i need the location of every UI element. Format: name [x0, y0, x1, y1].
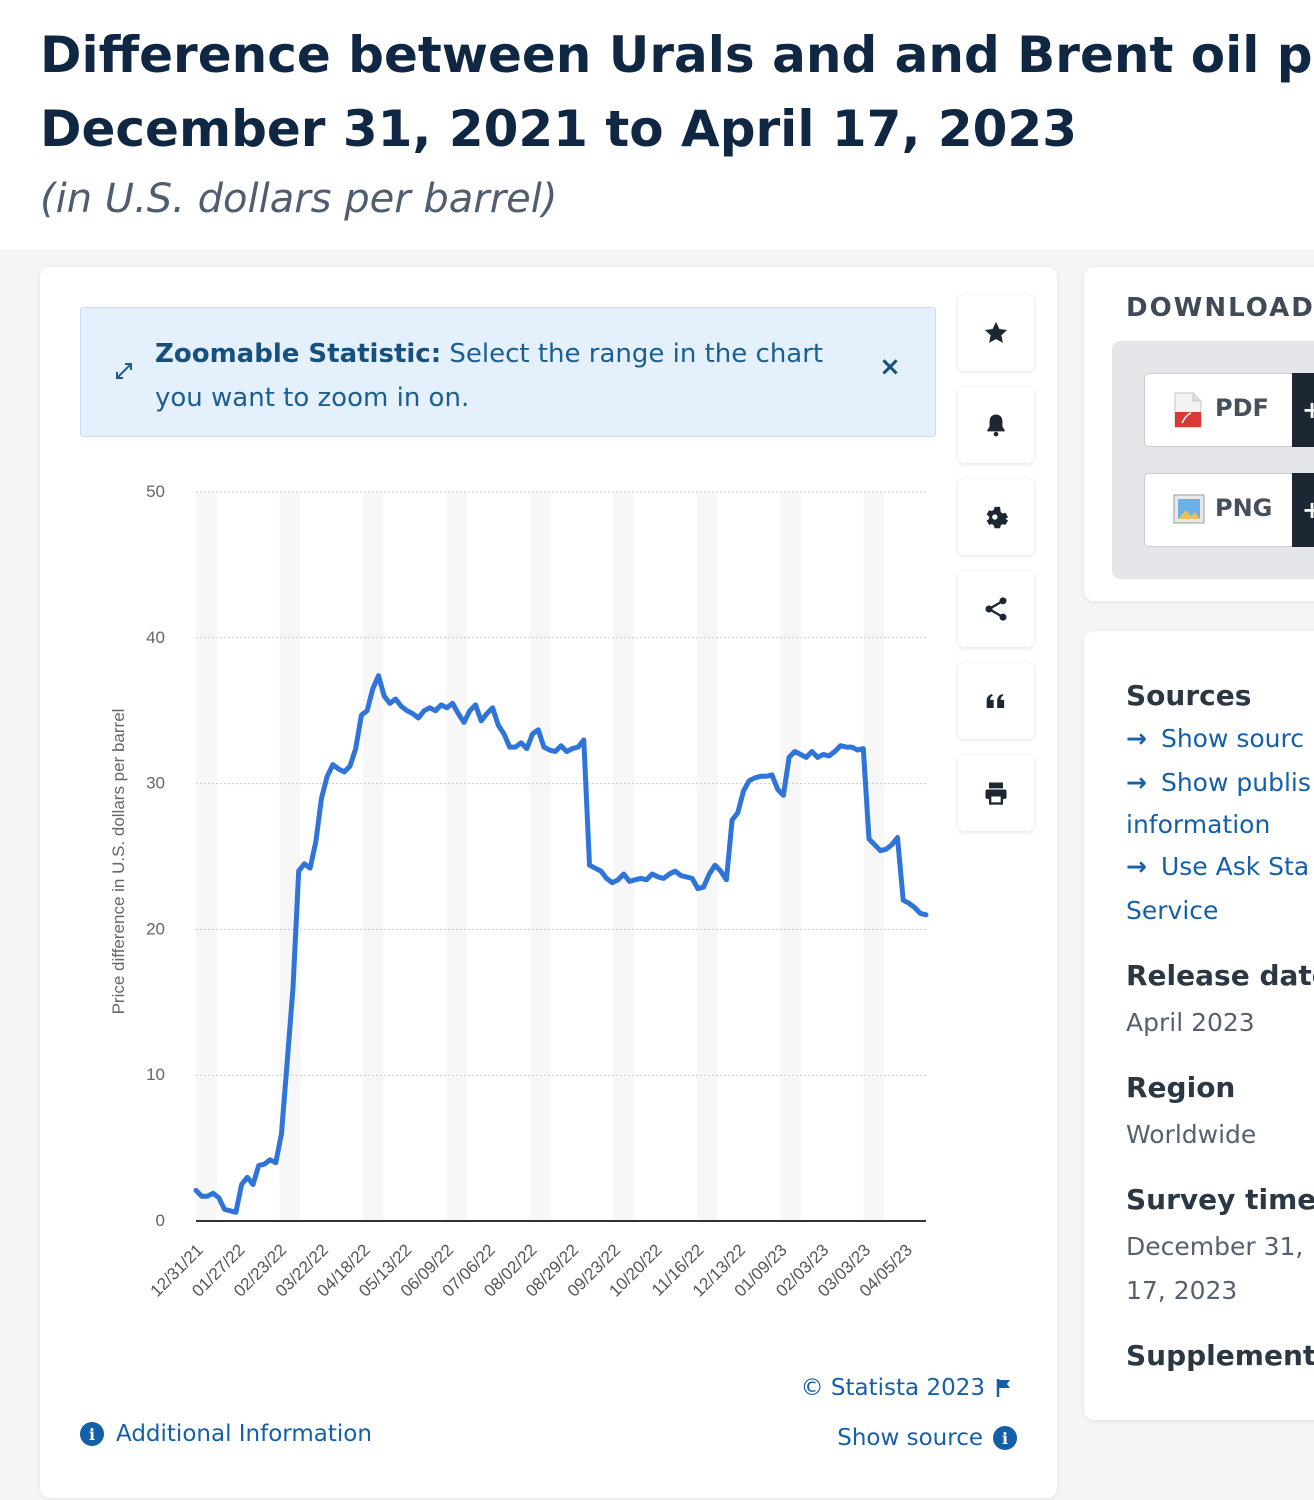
pdf-file-icon: [1174, 392, 1202, 428]
ask-statista-text: Use Ask Sta: [1160, 852, 1310, 881]
download-pdf-button[interactable]: PDF: [1144, 373, 1314, 447]
notification-button[interactable]: [958, 387, 1034, 463]
show-source-text: Show source: [837, 1425, 983, 1451]
survey-time-heading: Survey time: [1126, 1183, 1314, 1216]
additional-information-text: Additional Information: [116, 1421, 372, 1447]
download-title: DOWNLOAD: [1126, 293, 1314, 323]
release-date-heading: Release date: [1126, 959, 1314, 992]
print-button[interactable]: [958, 755, 1034, 831]
info-icon: i: [80, 1422, 104, 1446]
title-line-2: December 31, 2021 to April 17, 2023: [40, 100, 1078, 158]
chart-band: [446, 492, 468, 1221]
supplementary-heading: Supplementa: [1126, 1339, 1314, 1372]
show-source-link-side[interactable]: → Show sourc: [1126, 719, 1304, 759]
share-icon: [985, 597, 1007, 621]
zoom-notice-body: Select the range in the chart you want t…: [155, 339, 824, 413]
chart-band: [196, 492, 217, 1221]
survey-time-value-2: 17, 2023: [1126, 1276, 1238, 1305]
y-tick-label: 40: [146, 628, 165, 647]
show-source-side-text: Show sourc: [1160, 724, 1304, 753]
y-tick-label: 20: [146, 919, 165, 938]
quote-icon: [986, 694, 1005, 708]
zoom-notice-text: Zoomable Statistic: Select the range in …: [155, 332, 855, 420]
region-value: Worldwide: [1126, 1120, 1257, 1149]
pdf-label: PDF: [1215, 394, 1269, 422]
cite-button[interactable]: [958, 663, 1034, 739]
chart-band: [362, 492, 384, 1221]
zoom-notice-bold: Zoomable Statistic:: [155, 339, 442, 369]
arrow-right-icon: →: [1126, 768, 1147, 797]
show-source-link[interactable]: Show source i: [837, 1425, 1017, 1451]
survey-time-value-1: December 31,: [1126, 1232, 1304, 1261]
arrow-right-icon: →: [1126, 724, 1147, 753]
y-tick-label: 10: [146, 1065, 165, 1084]
page-title: Difference between Urals and and Brent o…: [40, 18, 1314, 166]
arrow-right-icon: →: [1126, 852, 1147, 881]
chart-band: [613, 492, 634, 1221]
bell-icon: [987, 414, 1005, 437]
show-publisher-text: Show publis: [1160, 768, 1311, 797]
print-icon: [985, 782, 1007, 805]
statista-copyright[interactable]: © Statista 2023: [801, 1375, 1013, 1401]
image-file-icon: [1173, 494, 1205, 524]
chart-band: [696, 492, 718, 1221]
zoom-notice: Zoomable Statistic: Select the range in …: [80, 307, 936, 437]
favorite-button[interactable]: [958, 295, 1034, 371]
y-axis-label: Price difference in U.S. dollars per bar…: [109, 709, 128, 1015]
title-line-1: Difference between Urals and and Brent o…: [40, 26, 1314, 84]
release-date-value: April 2023: [1126, 1008, 1255, 1037]
show-publisher-link-cont[interactable]: information: [1126, 810, 1271, 839]
png-label: PNG: [1215, 494, 1273, 522]
share-button[interactable]: [958, 571, 1034, 647]
statistic-info-card: Sources → Show sourc → Show publis informa…: [1084, 631, 1314, 1420]
region-heading: Region: [1126, 1071, 1236, 1104]
gear-icon: [986, 506, 1009, 529]
pdf-options-button[interactable]: +: [1292, 373, 1314, 447]
chart-card: Zoomable Statistic: Select the range in …: [40, 267, 1057, 1498]
zoom-notice-close-button[interactable]: ×: [879, 352, 901, 382]
expand-icon: [116, 363, 132, 379]
png-options-button[interactable]: +: [1292, 473, 1314, 547]
page-subtitle: (in U.S. dollars per barrel): [40, 176, 558, 222]
y-tick-label: 0: [156, 1211, 165, 1230]
chart-band: [529, 492, 551, 1221]
sources-heading: Sources: [1126, 679, 1252, 712]
series-line: [193, 673, 929, 1215]
settings-button[interactable]: [958, 479, 1034, 555]
chart-band: [279, 492, 301, 1221]
star-icon: [984, 321, 1008, 343]
download-png-button[interactable]: PNG: [1144, 473, 1314, 547]
header-background: [0, 0, 1314, 250]
download-panel: PDF + PNG +: [1112, 341, 1314, 579]
flag-icon: [996, 1379, 1010, 1397]
chart-band: [780, 492, 801, 1221]
chart-band: [863, 492, 885, 1221]
ask-statista-link[interactable]: → Use Ask Sta: [1126, 847, 1309, 887]
download-card: DOWNLOAD PDF + PNG +: [1084, 267, 1314, 601]
copyright-text: © Statista 2023: [800, 1375, 985, 1401]
y-tick-label: 30: [146, 774, 165, 793]
show-publisher-link[interactable]: → Show publis: [1126, 763, 1311, 803]
info-icon: i: [993, 1426, 1017, 1450]
line-chart[interactable]: 0 10 20 30 40 50 Price difference in U.S. doll…: [40, 467, 940, 1367]
ask-statista-link-cont[interactable]: Service: [1126, 896, 1219, 925]
additional-information-link[interactable]: i Additional Information: [80, 1421, 372, 1447]
y-tick-label: 50: [146, 482, 165, 501]
